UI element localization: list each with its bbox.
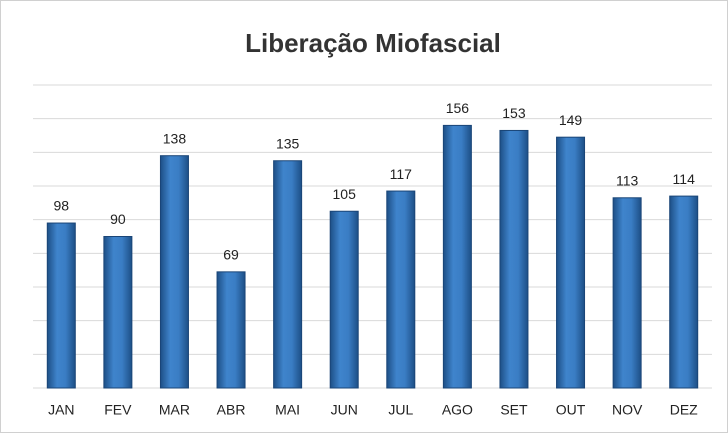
data-label: 138 xyxy=(163,130,187,146)
x-tick-label: JUL xyxy=(388,402,413,418)
x-tick-label: JAN xyxy=(48,402,74,418)
x-tick-label: OUT xyxy=(556,402,586,418)
x-tick-label: AGO xyxy=(442,402,473,418)
bar xyxy=(442,124,472,389)
x-tick-label: JUN xyxy=(331,402,358,418)
data-label: 90 xyxy=(110,211,126,227)
data-label: 69 xyxy=(223,247,239,263)
bar xyxy=(612,197,642,389)
data-label: 98 xyxy=(54,198,70,214)
bar xyxy=(499,129,529,389)
x-tick-label: ABR xyxy=(217,402,246,418)
x-tick-label: FEV xyxy=(104,402,132,418)
data-label: 113 xyxy=(616,172,639,188)
data-label: 156 xyxy=(446,100,470,116)
data-label: 117 xyxy=(390,166,413,182)
data-label: 114 xyxy=(673,171,696,187)
chart-title: Liberação Miofascial xyxy=(245,28,501,58)
bar xyxy=(273,160,303,389)
bar xyxy=(669,195,699,389)
x-tick-label: MAI xyxy=(275,402,300,418)
bar xyxy=(46,222,76,389)
x-tick-label: SET xyxy=(500,402,528,418)
data-label: 105 xyxy=(333,186,357,202)
data-label: 149 xyxy=(559,112,583,128)
data-label: 135 xyxy=(276,135,300,151)
bar xyxy=(329,210,359,389)
x-tick-label: DEZ xyxy=(670,402,698,418)
x-tick-label: NOV xyxy=(612,402,643,418)
bar xyxy=(216,271,246,389)
bar xyxy=(103,236,133,389)
bar xyxy=(556,136,586,389)
x-tick-label: MAR xyxy=(159,402,190,418)
bar xyxy=(386,190,416,389)
data-label: 153 xyxy=(502,105,526,121)
bar xyxy=(159,155,189,389)
